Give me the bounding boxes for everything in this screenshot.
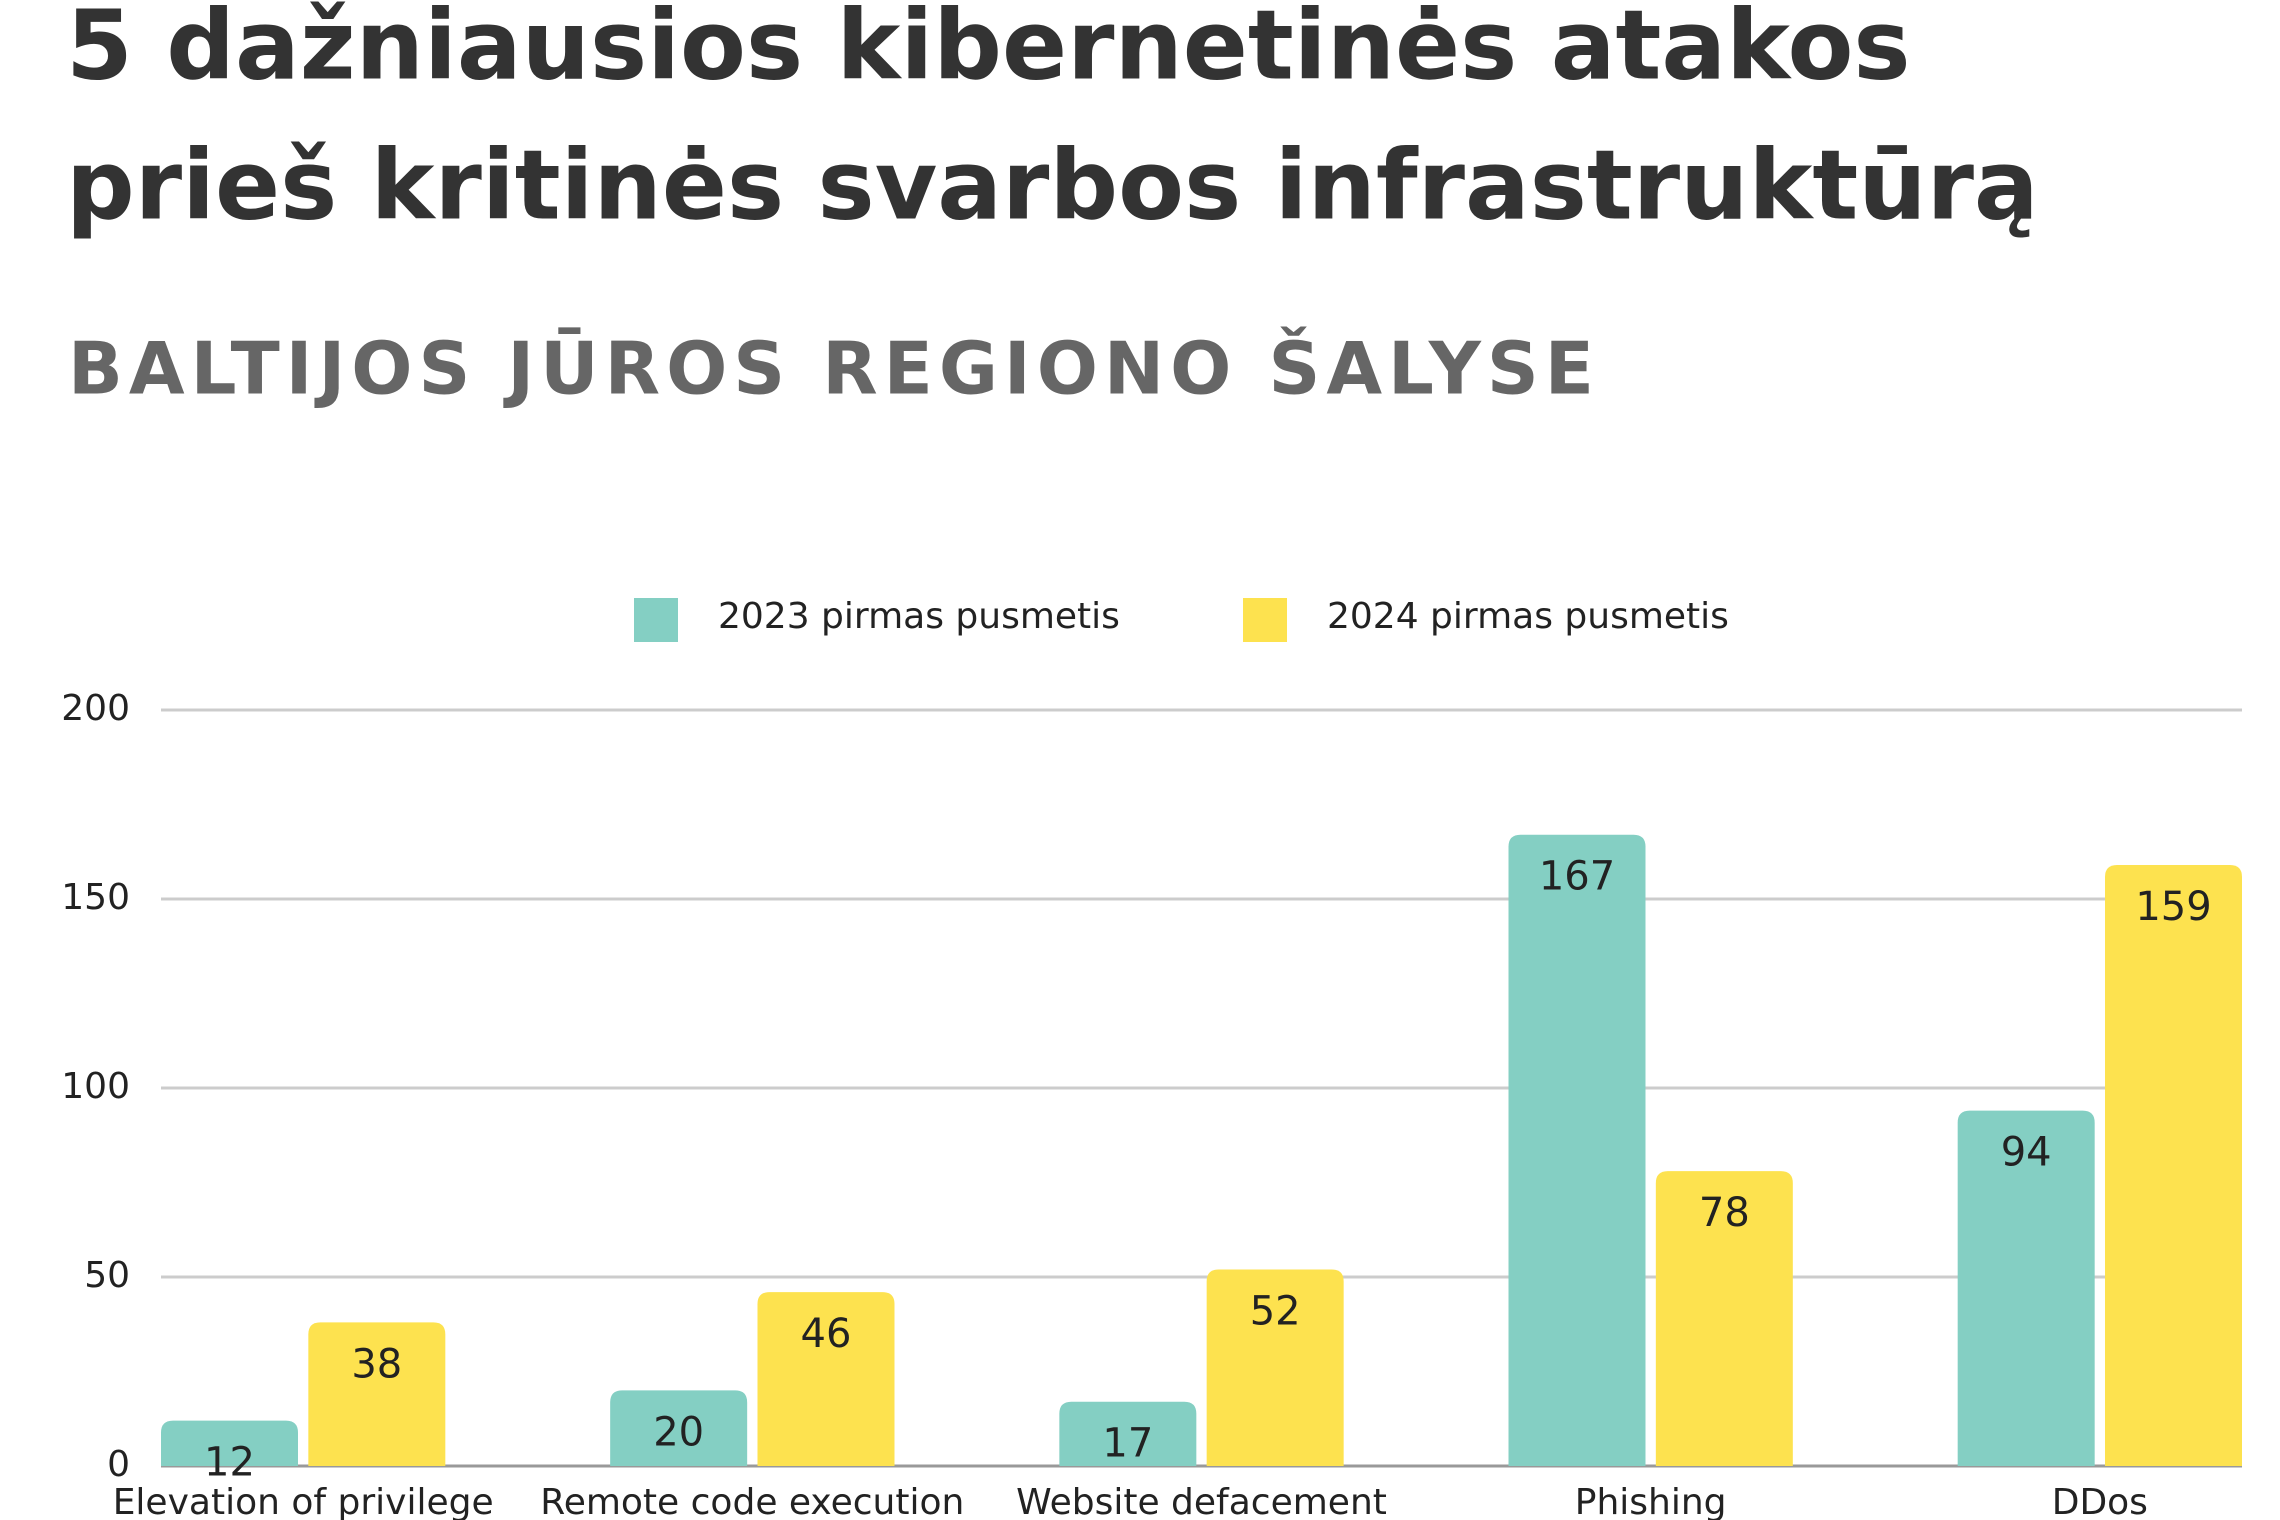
bar xyxy=(1655,1171,1793,1466)
bar xyxy=(757,1292,895,1466)
value-label: 12 xyxy=(204,1440,255,1486)
bar xyxy=(1957,1110,2095,1466)
bar xyxy=(1508,834,1646,1466)
legend-swatch xyxy=(634,598,678,642)
bar xyxy=(308,1322,446,1466)
x-tick-label: Phishing xyxy=(1575,1482,1727,1520)
bar xyxy=(1059,1401,1197,1466)
value-label: 167 xyxy=(1539,854,1615,900)
x-tick-label: Remote code execution xyxy=(540,1482,964,1520)
x-tick-label: Elevation of privilege xyxy=(113,1482,494,1520)
y-tick-label: 100 xyxy=(61,1066,130,1107)
value-label: 94 xyxy=(2001,1130,2052,1176)
bar xyxy=(1206,1269,1344,1466)
value-label: 46 xyxy=(801,1311,852,1357)
value-label: 159 xyxy=(2135,884,2211,930)
value-label: 17 xyxy=(1102,1421,1153,1467)
y-tick-label: 50 xyxy=(84,1255,130,1296)
x-tick-label: Website defacement xyxy=(1016,1482,1387,1520)
x-tick-label: DDos xyxy=(2052,1482,2148,1520)
chart-title: prieš kritinės svarbos infrastruktūrą xyxy=(66,129,2039,241)
legend-swatch xyxy=(1243,598,1287,642)
value-label: 52 xyxy=(1250,1288,1301,1334)
value-label: 20 xyxy=(653,1409,704,1455)
chart-subtitle: BALTIJOS JŪROS REGIONO ŠALYSE xyxy=(68,327,1600,411)
chart-title: 5 dažniausios kibernetinės atakos xyxy=(66,0,1911,101)
value-label: 78 xyxy=(1699,1190,1750,1236)
value-label: 38 xyxy=(351,1341,402,1387)
y-tick-label: 150 xyxy=(61,877,130,918)
bar xyxy=(610,1390,748,1466)
bar xyxy=(2105,864,2242,1466)
bar xyxy=(161,1420,298,1466)
y-tick-label: 0 xyxy=(107,1444,130,1485)
y-tick-label: 200 xyxy=(61,688,130,729)
legend-label: 2024 pirmas pusmetis xyxy=(1327,596,1729,637)
legend-label: 2023 pirmas pusmetis xyxy=(718,596,1120,637)
